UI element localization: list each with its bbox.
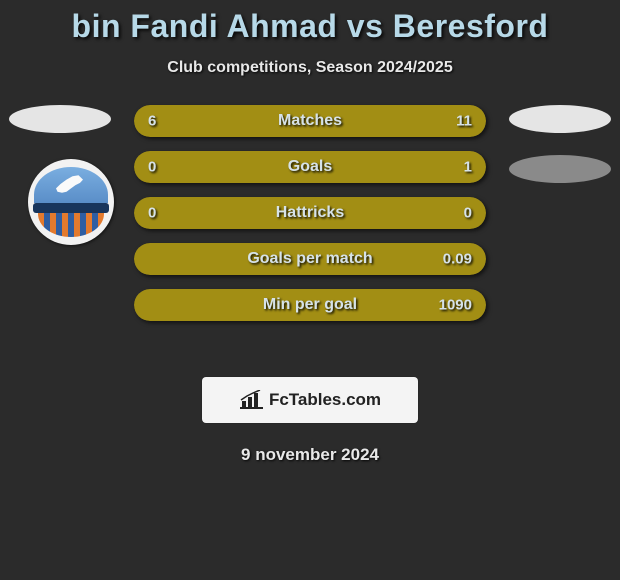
badge-stripes [38, 213, 104, 237]
stat-row: Goals01 [134, 151, 486, 183]
comparison-stage: Matches611 Goals01 Hattricks00 Goals per ma… [0, 105, 620, 365]
subtitle: Club competitions, Season 2024/2025 [0, 59, 620, 77]
badge-band [33, 203, 109, 213]
stat-bar-left [134, 105, 257, 137]
player-right-oval [509, 105, 611, 133]
comparison-card: bin Fandi Ahmad vs Beresford Club compet… [0, 0, 620, 465]
stat-bar-left [134, 197, 486, 229]
stat-bar-right [134, 243, 486, 275]
stat-row: Hattricks00 [134, 197, 486, 229]
bars-chart-icon [239, 390, 263, 410]
brand-box[interactable]: FcTables.com [202, 377, 418, 423]
stat-row: Min per goal1090 [134, 289, 486, 321]
player-left-oval [9, 105, 111, 133]
stat-bar-right [257, 105, 486, 137]
stat-bar-right [134, 151, 486, 183]
snapshot-date: 9 november 2024 [0, 445, 620, 465]
stat-bar-right [134, 289, 486, 321]
page-title: bin Fandi Ahmad vs Beresford [0, 8, 620, 45]
stat-row: Matches611 [134, 105, 486, 137]
stat-bars: Matches611 Goals01 Hattricks00 Goals per ma… [134, 105, 486, 335]
stat-row: Goals per match0.09 [134, 243, 486, 275]
player-right-oval-secondary [509, 155, 611, 183]
brand-text: FcTables.com [269, 390, 381, 410]
club-badge-left [28, 159, 114, 245]
